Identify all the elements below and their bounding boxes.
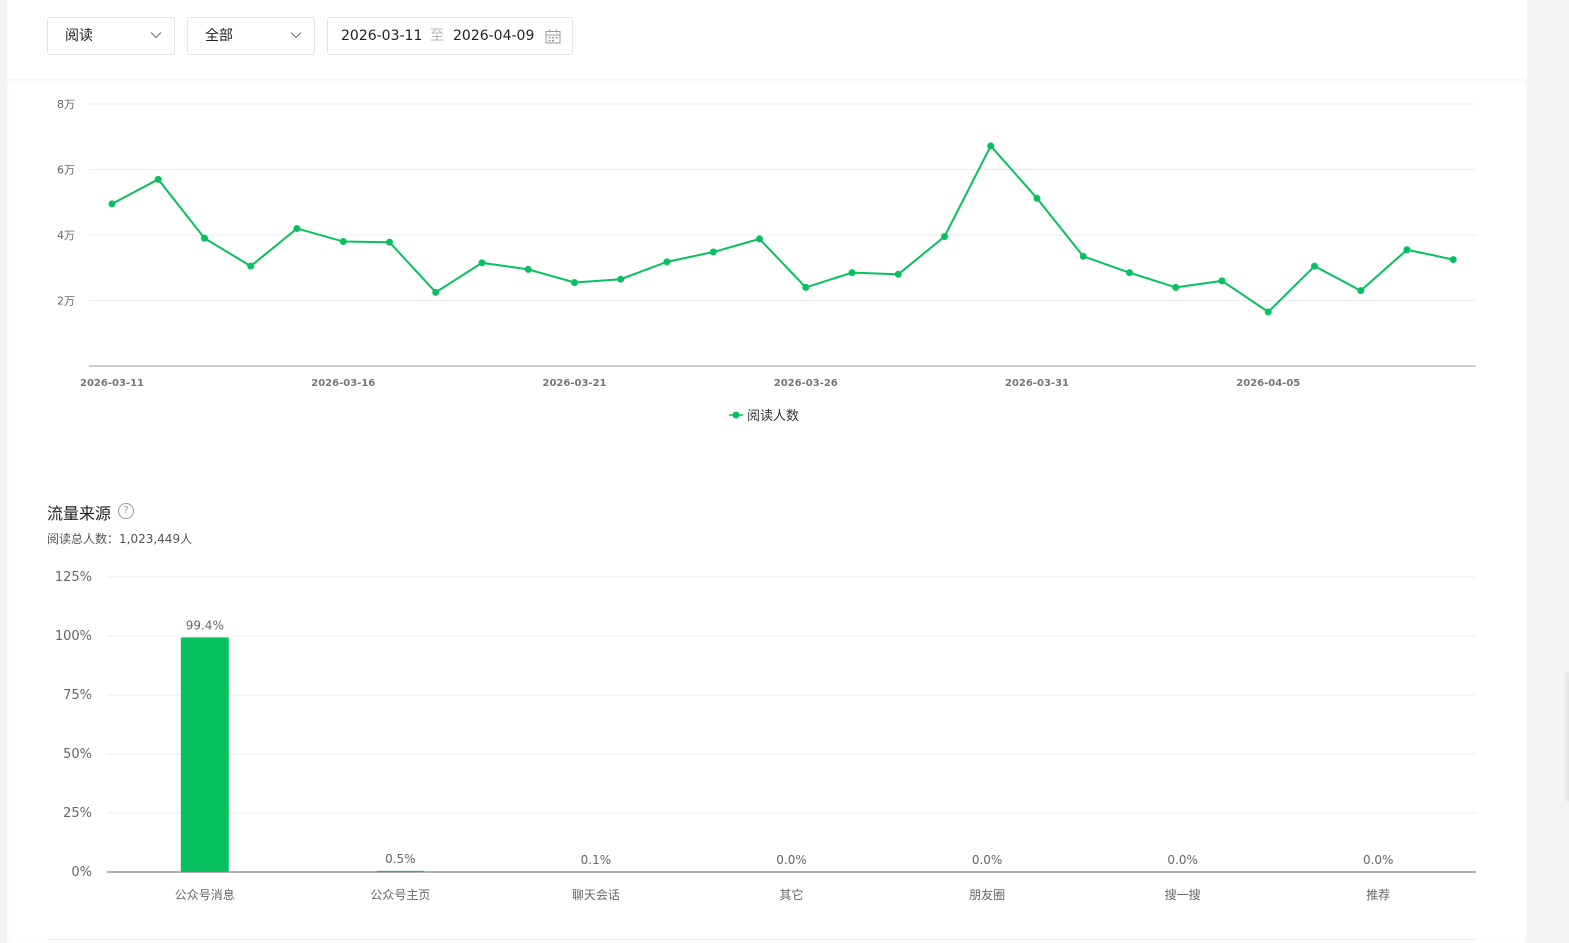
y-tick-label: 0%	[71, 865, 92, 880]
bar	[180, 637, 229, 872]
data-point	[617, 275, 625, 283]
content-card	[7, 79, 1527, 943]
data-point	[941, 233, 948, 241]
y-tick-label: 100%	[55, 629, 92, 644]
x-category-label: 公众号主页	[370, 888, 430, 902]
x-category-label: 聊天会话	[572, 888, 620, 902]
data-point	[1079, 252, 1087, 260]
bar-value-label: 0.1%	[581, 853, 612, 867]
data-point	[293, 224, 301, 232]
data-point	[802, 283, 810, 291]
data-point	[386, 238, 393, 246]
x-tick-label: 2026-03-11	[80, 378, 144, 389]
x-category-label: 推荐	[1366, 888, 1390, 902]
side-scroll-handle[interactable]	[1565, 672, 1569, 802]
date-range-picker[interactable]: 2026-03-11 至 2026-04-09	[327, 17, 573, 55]
data-point	[1264, 308, 1272, 316]
data-point	[987, 142, 995, 150]
data-point	[339, 238, 347, 246]
x-tick-label: 2026-03-26	[774, 378, 838, 389]
metric-select[interactable]: 阅读	[47, 17, 175, 55]
data-point	[848, 269, 856, 277]
data-point	[247, 262, 255, 270]
bar	[376, 870, 425, 872]
data-point	[1449, 256, 1457, 264]
data-point	[1033, 194, 1041, 202]
data-point	[1403, 246, 1411, 254]
bar-value-label: 0.0%	[1167, 853, 1198, 867]
y-tick-label: 50%	[63, 747, 92, 762]
calendar-icon	[545, 29, 561, 44]
data-point	[108, 200, 116, 208]
data-point	[1311, 262, 1318, 270]
y-tick-label: 75%	[63, 688, 92, 703]
y-tick-label: 2万	[57, 295, 75, 308]
traffic-source-title: 流量来源	[47, 504, 112, 523]
legend-marker	[732, 411, 740, 419]
date-separator: 至	[430, 28, 444, 44]
reading-trend-chart: 2万 4万 6万 8万 2026-03-11 2026-03-16 2026-03-21 20…	[57, 98, 1476, 424]
data-point	[1357, 287, 1365, 295]
traffic-source-chart: 0% 25% 50% 75% 100% 125% 99.4% 公众号消息 0.5% 公众号主页 0.…	[55, 570, 1476, 902]
x-tick-label: 2026-03-21	[543, 378, 607, 389]
bar-value-label: 0.0%	[972, 853, 1003, 867]
date-end[interactable]: 2026-04-09	[453, 28, 535, 44]
x-tick-label: 2026-04-05	[1236, 378, 1300, 389]
data-point	[154, 175, 162, 183]
y-tick-label: 4万	[57, 229, 75, 242]
y-tick-label: 25%	[63, 806, 92, 821]
bar-value-label: 0.0%	[1363, 853, 1394, 867]
bar-value-label: 99.4%	[186, 618, 224, 632]
chevron-down-icon	[150, 32, 162, 39]
bar-value-label: 0.5%	[385, 852, 416, 866]
chevron-down-icon	[290, 32, 302, 39]
scope-select[interactable]: 全部	[187, 17, 315, 55]
series-line-阅读人数	[111, 144, 1454, 314]
data-point	[478, 259, 486, 267]
data-point	[663, 258, 671, 266]
y-tick-label: 8万	[57, 98, 75, 111]
scope-select-value: 全部	[205, 28, 233, 44]
date-start[interactable]: 2026-03-11	[341, 28, 423, 44]
divider	[47, 939, 1477, 940]
data-point	[1218, 277, 1226, 285]
x-tick-label: 2026-03-31	[1005, 378, 1069, 389]
metric-select-value: 阅读	[65, 28, 93, 44]
data-point	[524, 265, 532, 273]
data-point	[1172, 283, 1180, 291]
data-point	[894, 270, 902, 278]
data-point	[756, 235, 763, 243]
x-category-label: 搜一搜	[1165, 887, 1201, 902]
data-point	[571, 278, 578, 286]
data-point	[432, 288, 440, 296]
data-point	[201, 234, 208, 242]
legend-label: 阅读人数	[747, 409, 799, 424]
y-tick-label: 6万	[57, 164, 75, 177]
data-point	[709, 248, 717, 256]
x-category-label: 其它	[779, 887, 803, 902]
y-tick-label: 125%	[55, 570, 92, 585]
bar-value-label: 0.0%	[776, 853, 807, 867]
data-point	[1126, 269, 1133, 277]
x-category-label: 朋友圈	[969, 888, 1005, 902]
help-icon[interactable]: ?	[118, 503, 134, 519]
x-category-label: 公众号消息	[175, 887, 235, 902]
total-readers-text: 阅读总人数：1,023,449人	[47, 532, 193, 546]
x-tick-label: 2026-03-16	[311, 378, 375, 389]
